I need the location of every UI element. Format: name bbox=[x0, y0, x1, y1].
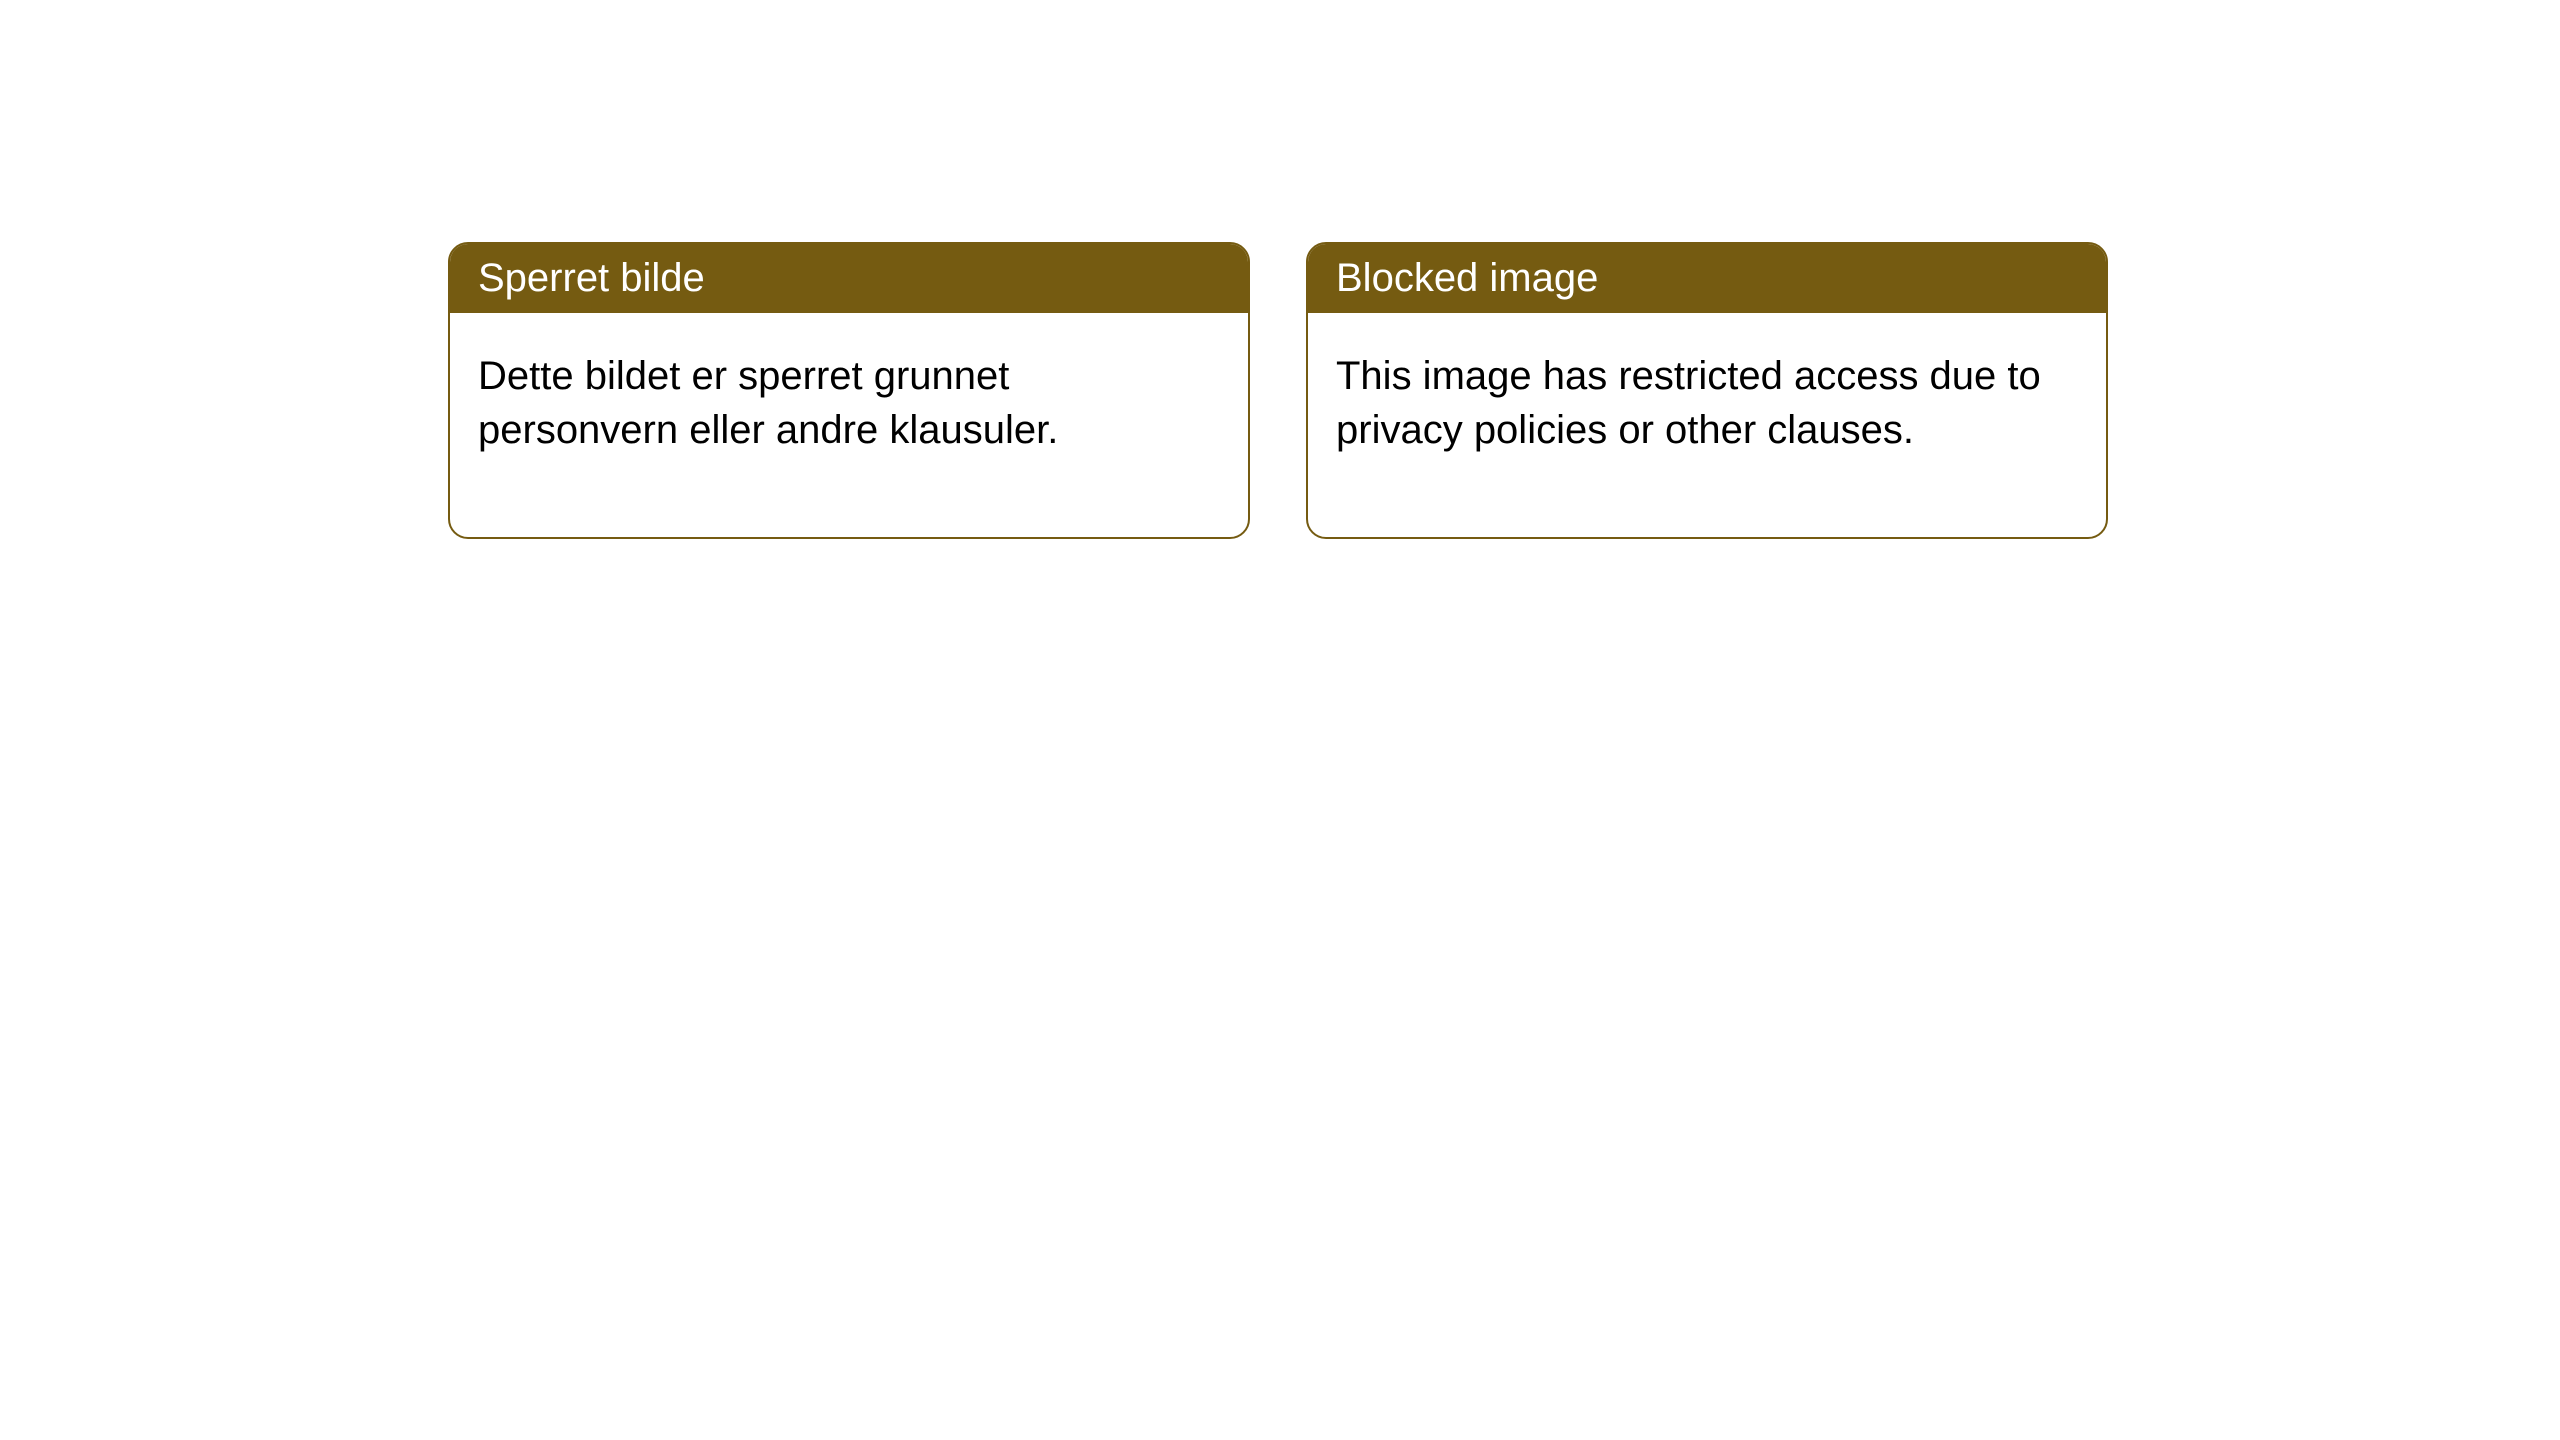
card-norwegian: Sperret bilde Dette bildet er sperret gr… bbox=[448, 242, 1250, 539]
card-header-english: Blocked image bbox=[1308, 244, 2106, 313]
card-text-english: This image has restricted access due to … bbox=[1336, 354, 2041, 452]
card-title-english: Blocked image bbox=[1336, 256, 1598, 300]
card-title-norwegian: Sperret bilde bbox=[478, 256, 705, 300]
cards-container: Sperret bilde Dette bildet er sperret gr… bbox=[448, 242, 2108, 539]
card-body-norwegian: Dette bildet er sperret grunnet personve… bbox=[450, 313, 1248, 537]
card-body-english: This image has restricted access due to … bbox=[1308, 313, 2106, 537]
card-english: Blocked image This image has restricted … bbox=[1306, 242, 2108, 539]
card-header-norwegian: Sperret bilde bbox=[450, 244, 1248, 313]
card-text-norwegian: Dette bildet er sperret grunnet personve… bbox=[478, 354, 1058, 452]
